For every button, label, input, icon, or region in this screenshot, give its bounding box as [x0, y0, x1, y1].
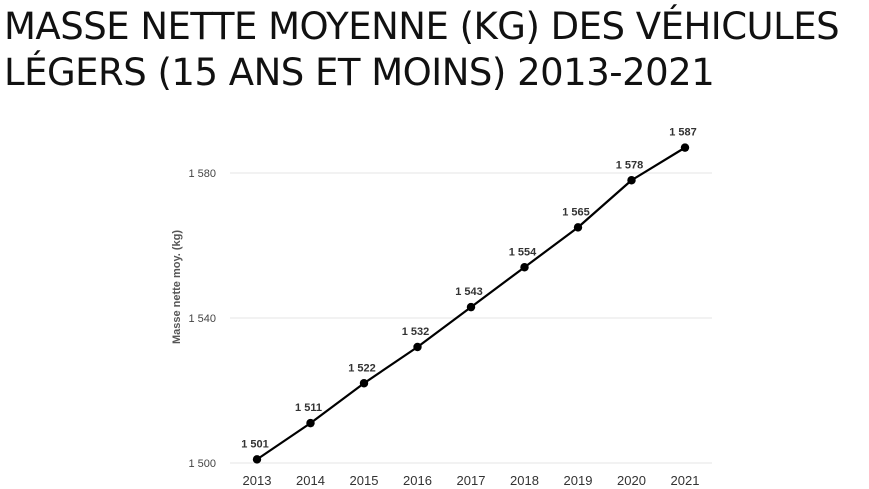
data-point-2015	[359, 379, 369, 388]
data-point-2021	[680, 143, 690, 152]
data-point-2019	[573, 223, 583, 232]
data-label-2015: 1 522	[348, 362, 376, 374]
data-point-2016	[413, 342, 422, 352]
x-tick-label-2014: 2014	[296, 473, 325, 488]
data-point-2017	[466, 302, 476, 312]
data-points	[252, 143, 690, 464]
gridlines	[230, 172, 712, 464]
x-tick-label-2020: 2020	[617, 473, 646, 488]
data-label-2014: 1 511	[295, 402, 322, 414]
data-label-2016: 1 532	[402, 326, 430, 338]
x-axis-ticks: 2013 2014 2015 2016 2017 2018 2019 2020 2021	[243, 473, 700, 488]
y-tick-label: 1 540	[188, 313, 216, 325]
page-title: MASSE NETTE MOYENNE (KG) DES VÉHICULES L…	[4, 4, 866, 96]
x-tick-label-2016: 2016	[403, 473, 432, 488]
data-point-2018	[520, 263, 529, 272]
x-tick-label-2018: 2018	[510, 473, 539, 488]
data-label-2019: 1 565	[562, 206, 590, 218]
x-tick-label-2013: 2013	[243, 473, 272, 488]
x-tick-label-2015: 2015	[350, 473, 379, 488]
y-tick-label: 1 500	[188, 458, 216, 470]
data-label-2013: 1 501	[241, 438, 269, 450]
y-tick-label: 1 580	[188, 168, 216, 180]
data-label-2017: 1 543	[455, 286, 483, 298]
title-line-2: LÉGERS (15 ANS ET MOINS) 2013-2021	[4, 51, 715, 94]
x-tick-label-2017: 2017	[457, 473, 486, 488]
data-labels: 1 501 1 511 1 522 1 532 1 543 1 554 1 565 1 578…	[241, 127, 697, 451]
data-label-2020: 1 578	[616, 159, 644, 171]
y-axis-title: Masse nette moy. (kg)	[171, 230, 183, 344]
data-label-2018: 1 554	[509, 246, 537, 258]
data-point-2013	[252, 455, 262, 464]
data-point-2020	[627, 176, 636, 185]
data-point-2014	[306, 418, 315, 428]
y-axis-ticks: 1 500 1 540 1 580	[188, 168, 216, 470]
x-tick-label-2019: 2019	[564, 473, 593, 488]
data-label-2021: 1 587	[669, 127, 697, 139]
x-tick-label-2021: 2021	[671, 473, 700, 488]
title-line-1: MASSE NETTE MOYENNE (KG) DES VÉHICULES	[4, 5, 840, 48]
